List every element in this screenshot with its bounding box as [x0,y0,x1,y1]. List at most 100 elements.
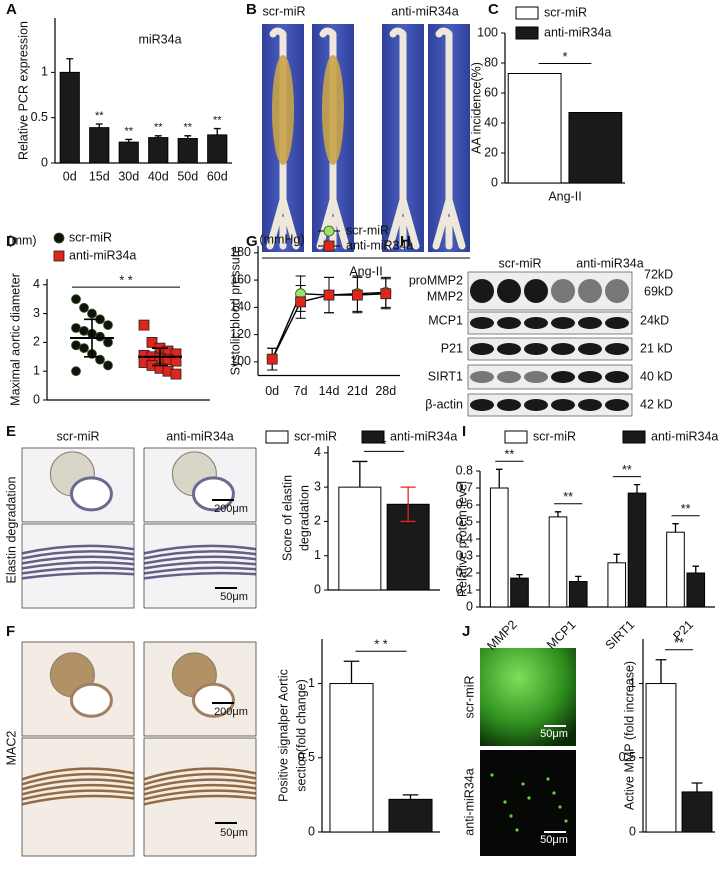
blot-band [470,343,494,355]
tissue-layer [21,789,135,801]
vessel [432,27,466,250]
tissue-layer [143,566,257,575]
size-label: 40 kD [640,369,673,383]
marker [87,308,97,319]
bar [666,531,685,608]
y-tick-label: 1 [629,676,636,690]
tissue-layer [143,778,257,791]
tissue-layer [143,550,257,560]
size-label: 69kD [644,284,673,298]
y-tick-label: 120 [230,327,251,341]
blot-band [578,343,602,355]
bar [89,127,110,164]
significance-label: ** [124,125,133,137]
y-tick-label: 2 [314,514,321,528]
marker [351,289,363,301]
significance-label: * * [374,638,387,652]
blot-band [497,399,521,411]
y-axis-label: Maximal aortic diameter [8,273,22,406]
legend-swatch [504,430,528,444]
y-tick-label: 0 [314,582,321,596]
x-tick-label: Ang-II [548,189,581,203]
x-tick-label: 14d [319,384,340,398]
size-label: 21 kD [640,341,673,355]
tissue-layer [143,772,257,786]
fluorescence-spot [490,773,494,777]
y-tick-label: 0.5 [31,110,48,124]
tissue-layer [143,767,257,781]
fluorescence-spot [558,805,562,809]
x-tick-label: 15d [89,169,110,183]
y-tick-label: 20 [484,145,498,159]
y-axis-label: Score of elastin [280,475,294,561]
significance-label: ** [95,110,104,122]
blot-band [524,317,548,329]
scale-bar-label: 200μm [214,706,248,718]
blot-label: MCP1 [428,313,463,327]
bar [568,112,623,184]
y-tick-label: 1 [41,65,48,79]
tissue-layer [21,555,135,565]
error-bar [400,486,416,523]
y-unit: (mmHg) [259,232,304,246]
fluorescence-spot [564,819,568,823]
bar [177,138,198,164]
tissue-layer [143,544,257,555]
legend-swatch [515,6,539,20]
x-tick-label: 28d [375,384,396,398]
y-tick-label: 0.5 [298,750,315,764]
tissue-layer [143,783,257,796]
y-tick-label: 0 [466,599,473,613]
legend-label: anti-miR34a [544,25,611,39]
error-bar [213,127,221,135]
row-label: MAC2 [4,731,18,766]
row-label: Elastin degradation [4,476,18,583]
panel-letter: C [488,1,499,18]
fluorescence-spot [503,800,507,804]
y-axis-label: degradation [297,485,311,551]
tissue-layer [21,767,135,781]
bar [388,798,433,833]
bar [548,516,568,608]
error-bar [496,468,503,488]
tissue-layer [21,566,135,575]
legend-marker [323,225,335,237]
tissue-layer [21,778,135,791]
panel-letter: H [400,233,411,250]
x-tick-label: 60d [207,169,228,183]
bar [59,71,80,164]
y-tick-label: 0.7 [456,480,473,494]
marker [266,353,278,365]
y-tick-label: 4 [314,445,321,459]
y-tick-label: 3 [314,479,321,493]
lumen [69,682,113,718]
tissue-layer [143,571,257,580]
image-layer [21,24,633,857]
marker [71,294,81,305]
legend-swatch [515,26,539,40]
micrograph [480,648,576,746]
significance-label: ** [674,636,684,650]
x-tick-label: SIRT1 [603,618,638,653]
blot-band [470,279,494,303]
marker [295,296,307,308]
error-bar [613,553,620,563]
y-axis-label: Relative PCR expression [16,21,30,160]
x-tick-label: 0d [265,384,279,398]
panel-letter: D [6,233,17,250]
blot-label: SIRT1 [428,369,463,383]
legend-label: scr-miR [69,230,112,244]
blot-band [605,279,629,303]
column-label: anti-miR34a [391,4,458,18]
legend-marker [323,240,335,252]
y-tick-label: 80 [484,55,498,69]
blot-strip [467,271,633,311]
scale-bar-label: 50μm [220,827,248,839]
x-tick-label: 50d [177,169,198,183]
error-bar [554,511,562,517]
y-tick-label: 0 [308,824,315,838]
tissue-layer [21,772,135,786]
panel-letter: A [6,1,17,18]
x-tick-label: MMP2 [484,618,519,653]
significance-label: ** [622,463,632,477]
